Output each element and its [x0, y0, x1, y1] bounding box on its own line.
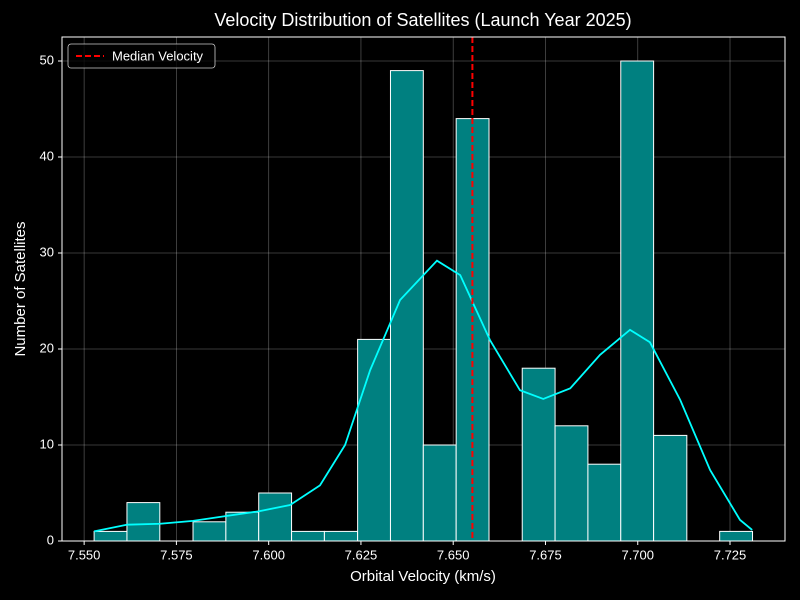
x-tick-label: 7.675	[529, 547, 562, 562]
bar	[323, 530, 359, 542]
y-tick-label: 50	[40, 52, 54, 67]
bar	[719, 530, 754, 542]
y-tick-label: 30	[40, 244, 54, 259]
plot-frame	[61, 36, 786, 542]
chart-title: Velocity Distribution of Satellites (Lau…	[214, 10, 631, 30]
y-tick-label: 10	[40, 436, 54, 451]
bar	[422, 444, 457, 542]
bar	[389, 70, 424, 542]
kde-line	[93, 259, 753, 533]
bar	[291, 530, 325, 542]
x-tick-label: 7.600	[252, 547, 285, 562]
bar	[93, 530, 128, 542]
legend-label: Median Velocity	[112, 48, 204, 63]
bar	[258, 492, 293, 542]
x-tick-label: 7.725	[714, 547, 747, 562]
bar	[587, 463, 622, 542]
y-tick-label: 40	[40, 148, 54, 163]
x-tick-label: 7.550	[68, 547, 101, 562]
bar	[620, 60, 655, 542]
bar	[126, 502, 161, 542]
x-tick-label: 7.700	[621, 547, 654, 562]
bar	[554, 425, 589, 542]
bar	[357, 338, 391, 542]
y-axis-label: Number of Satellites	[12, 221, 29, 356]
bar	[653, 434, 688, 542]
y-tick-label: 20	[40, 340, 54, 355]
legend-box	[67, 43, 216, 69]
x-tick-label: 7.650	[437, 547, 470, 562]
x-tick-label: 7.625	[345, 547, 378, 562]
bar	[192, 521, 227, 542]
x-tick-label: 7.575	[160, 547, 193, 562]
x-axis-label: Orbital Velocity (km/s)	[350, 568, 496, 585]
bar	[225, 511, 260, 542]
y-tick-label: 0	[47, 532, 54, 547]
bar	[521, 367, 556, 542]
